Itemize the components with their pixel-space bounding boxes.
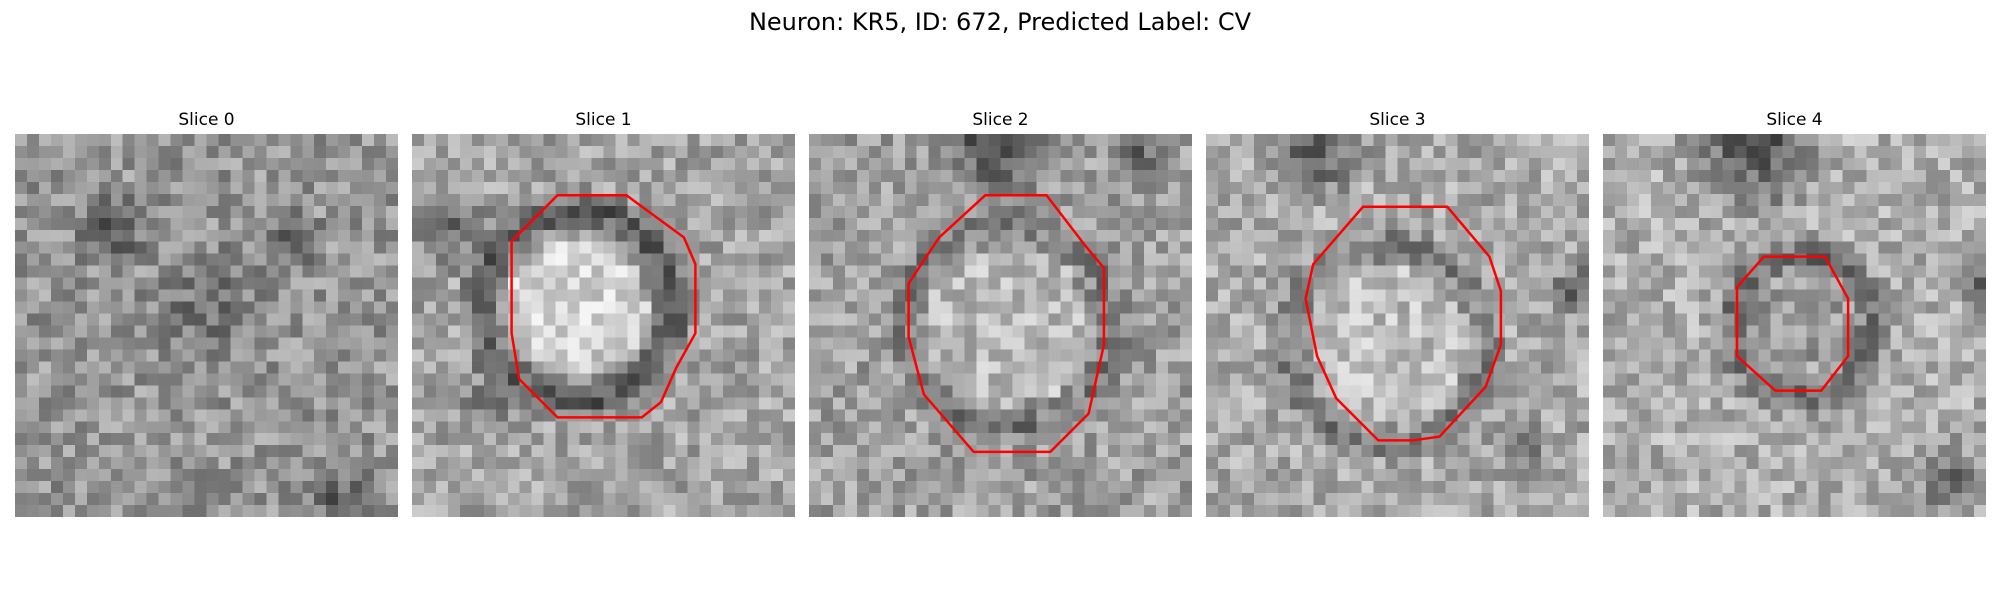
slice-panel-0: Slice 0 <box>15 108 398 517</box>
slice-title: Slice 1 <box>575 110 632 130</box>
slice-image <box>15 134 398 517</box>
predicted-outline <box>1304 205 1503 442</box>
slice-image <box>412 134 795 517</box>
slice-title: Slice 2 <box>972 110 1029 130</box>
slice-image <box>1603 134 1986 517</box>
slice-panel-1: Slice 1 <box>412 108 795 517</box>
slice-panel-2: Slice 2 <box>809 108 1192 517</box>
figure-title: Neuron: KR5, ID: 672, Predicted Label: C… <box>748 8 1252 36</box>
slice-panel-3: Slice 3 <box>1206 108 1589 517</box>
slice-title: Slice 0 <box>178 110 235 130</box>
slice-image <box>1206 134 1589 517</box>
predicted-outline <box>1735 255 1850 392</box>
slice-image <box>809 134 1192 517</box>
slice-title: Slice 4 <box>1766 110 1823 130</box>
slice-title: Slice 3 <box>1369 110 1426 130</box>
predicted-outline <box>510 194 697 419</box>
slice-panel-4: Slice 4 <box>1603 108 1986 517</box>
predicted-outline <box>907 194 1106 454</box>
